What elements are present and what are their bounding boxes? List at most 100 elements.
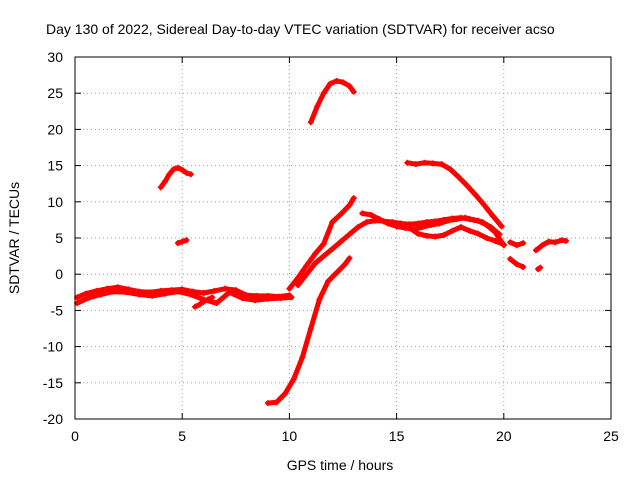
series-tail_a: [507, 239, 527, 249]
data-point: [320, 240, 327, 247]
data-point: [239, 295, 246, 302]
data-point: [472, 192, 479, 199]
data-point: [346, 231, 353, 238]
data-point: [440, 232, 447, 239]
data-point: [324, 278, 331, 285]
series-trace: [265, 255, 352, 406]
data-point: [537, 264, 544, 271]
series-peak_arc: [307, 77, 357, 126]
data-point: [562, 237, 569, 244]
data-point: [162, 290, 169, 297]
data-point: [479, 219, 486, 226]
data-point: [507, 239, 514, 246]
data-point: [393, 223, 400, 230]
data-point: [149, 292, 156, 299]
data-point: [438, 161, 445, 168]
y-tick-label: -10: [43, 339, 63, 355]
data-point: [462, 214, 469, 221]
data-point: [232, 287, 239, 294]
x-tick-label: 0: [71, 428, 79, 444]
data-point: [333, 269, 340, 276]
data-point: [299, 354, 306, 361]
data-point: [346, 82, 353, 89]
data-point: [170, 166, 177, 173]
data-point: [376, 216, 383, 223]
data-points: [74, 77, 569, 407]
data-point: [200, 298, 207, 305]
data-point: [346, 202, 353, 209]
data-point: [84, 295, 91, 302]
data-point: [97, 291, 104, 298]
data-point: [385, 220, 392, 227]
data-point: [430, 160, 437, 167]
data-point: [466, 227, 473, 234]
data-point: [187, 171, 194, 178]
data-point: [342, 261, 349, 268]
x-tick-label: 15: [389, 428, 405, 444]
data-point: [307, 119, 314, 126]
y-tick-label: -5: [51, 302, 64, 318]
data-point: [183, 237, 190, 244]
data-point: [513, 242, 520, 249]
data-point: [481, 202, 488, 209]
data-point: [174, 240, 181, 247]
data-point: [449, 227, 456, 234]
data-point: [114, 284, 121, 291]
data-point: [367, 211, 374, 218]
data-point: [412, 161, 419, 168]
data-point: [492, 237, 499, 244]
data-point: [419, 224, 426, 231]
data-point: [320, 253, 327, 260]
data-point: [447, 166, 454, 173]
data-point: [93, 287, 100, 294]
data-point: [520, 240, 527, 247]
data-point: [329, 219, 336, 226]
y-tick-label: -20: [43, 411, 63, 427]
data-point: [209, 294, 216, 301]
y-tick-label: 10: [47, 194, 63, 210]
data-point: [350, 195, 357, 202]
data-point: [252, 297, 259, 304]
data-point: [333, 77, 340, 84]
data-point: [415, 230, 422, 237]
data-point: [294, 274, 301, 281]
data-point: [464, 182, 471, 189]
data-point: [500, 241, 507, 248]
data-point: [513, 261, 520, 268]
data-point: [204, 296, 211, 303]
data-point: [110, 288, 117, 295]
data-point: [359, 210, 366, 217]
data-point: [432, 233, 439, 240]
series-band_low: [406, 224, 507, 248]
data-point: [183, 169, 190, 176]
data-point: [498, 223, 505, 230]
data-point: [507, 255, 514, 262]
data-point: [445, 217, 452, 224]
data-point: [470, 216, 477, 223]
data-point: [337, 238, 344, 245]
data-point: [213, 300, 220, 307]
data-point: [162, 178, 169, 185]
y-tick-label: 30: [47, 49, 63, 65]
series-tail_c: [532, 237, 569, 254]
data-point: [404, 159, 411, 166]
series-tail_b: [507, 255, 527, 270]
data-point: [520, 263, 527, 270]
data-point: [436, 220, 443, 227]
series-arc_small: [174, 237, 190, 247]
x-axis-label: GPS time / hours: [287, 457, 394, 473]
y-tick-label: 0: [55, 266, 63, 282]
data-point: [545, 238, 552, 245]
data-point: [539, 242, 546, 249]
data-point: [136, 291, 143, 298]
data-point: [487, 224, 494, 231]
x-tick-label: 10: [282, 428, 298, 444]
data-point: [552, 239, 559, 246]
x-tick-label: 20: [496, 428, 512, 444]
data-point: [82, 290, 89, 297]
y-tick-label: 25: [47, 85, 63, 101]
data-point: [327, 80, 334, 87]
data-point: [423, 232, 430, 239]
data-point: [303, 271, 310, 278]
